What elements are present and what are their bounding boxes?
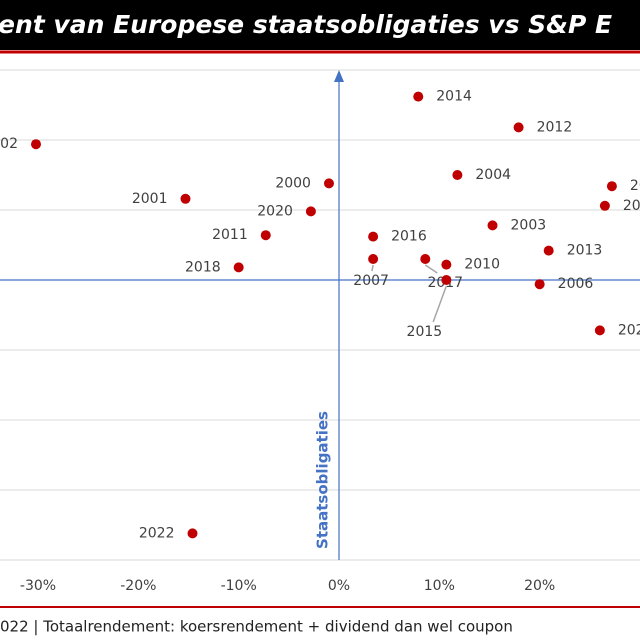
point xyxy=(441,259,452,270)
point-label: 2018 xyxy=(185,259,221,275)
point-label: 2013 xyxy=(567,243,603,259)
title-bar xyxy=(0,0,640,50)
chart-title: ent van Europese staatsobligaties vs S&P… xyxy=(0,10,612,39)
point xyxy=(323,178,334,189)
point-label: 2015 xyxy=(407,324,443,340)
point-label: 2009 xyxy=(623,198,640,214)
point xyxy=(180,193,191,204)
point-label: 2014 xyxy=(436,89,472,105)
x-tick-label: 20% xyxy=(524,578,555,594)
point-label: 2010 xyxy=(464,257,500,273)
x-tick-label: -20% xyxy=(120,578,156,594)
point xyxy=(534,279,545,290)
point xyxy=(452,170,463,180)
point-label: 2012 xyxy=(537,119,573,135)
x-tick-label: -30% xyxy=(20,578,56,594)
point xyxy=(513,122,524,133)
point-label: 2002 xyxy=(0,136,18,152)
point-label: 2001 xyxy=(132,191,168,207)
point xyxy=(233,262,244,273)
leader-line xyxy=(424,264,438,274)
point-label: 2004 xyxy=(475,167,511,183)
leader-line xyxy=(432,285,448,323)
x-tick-label: -10% xyxy=(221,578,257,594)
point xyxy=(441,275,452,285)
point-label: 2011 xyxy=(212,227,248,243)
point xyxy=(30,139,41,150)
y-axis-label: Staatsobligaties xyxy=(314,411,332,549)
point xyxy=(487,220,498,231)
point xyxy=(260,230,271,241)
point xyxy=(606,181,617,192)
point xyxy=(368,231,379,242)
y-axis-arrow xyxy=(334,70,344,82)
point xyxy=(599,200,610,211)
point-label: 2006 xyxy=(558,276,594,292)
point-label: 2016 xyxy=(391,229,427,245)
point xyxy=(305,206,316,217)
point-label: 2003 xyxy=(511,217,547,233)
point xyxy=(413,91,424,102)
x-tick-label: 10% xyxy=(424,578,455,594)
x-tick-label: 0% xyxy=(328,578,350,594)
leader-line xyxy=(371,264,374,272)
point-label: 2019 xyxy=(630,178,640,194)
point-label: 2020 xyxy=(257,203,293,219)
point xyxy=(594,325,605,336)
point-label: 2021 xyxy=(618,322,640,338)
point-label: 2022 xyxy=(139,525,175,541)
point xyxy=(187,528,198,539)
point xyxy=(420,254,431,264)
point xyxy=(543,245,554,256)
point xyxy=(368,254,379,264)
footer: 022 | Totaalrendement: koersrendement + … xyxy=(0,618,513,636)
point-label: 2007 xyxy=(353,273,389,289)
point-label: 2000 xyxy=(275,175,311,191)
